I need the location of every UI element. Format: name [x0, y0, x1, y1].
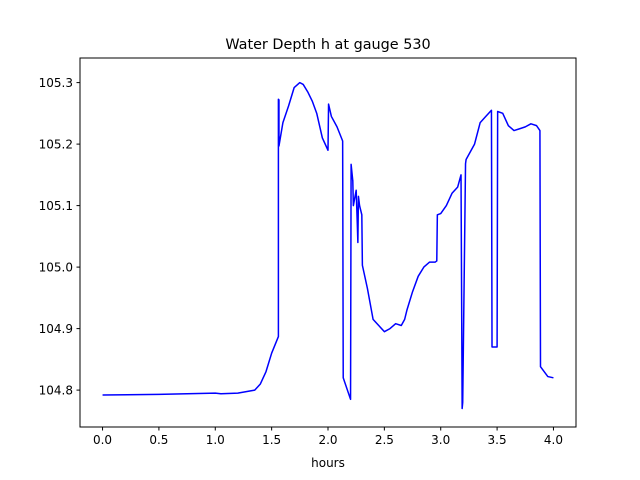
x-tick-label: 2.5: [375, 433, 394, 447]
x-axis-ticks: 0.0 0.5 1.0 1.5 2.0 2.5 3.0 3.5 4.0: [93, 427, 563, 447]
y-axis-ticks: 104.8 104.9 105.0 105.1 105.2 105.3: [39, 76, 80, 398]
axes-frame: [79, 57, 577, 428]
x-tick-label: 3.5: [488, 433, 507, 447]
y-tick-label: 105.1: [39, 199, 73, 213]
series-line: [102, 81, 554, 410]
x-tick-label: 4.0: [544, 433, 563, 447]
x-tick-label: 2.0: [318, 433, 337, 447]
x-tick-label: 3.0: [431, 433, 450, 447]
y-tick-label: 104.8: [39, 384, 73, 398]
y-tick-label: 105.2: [39, 138, 73, 152]
chart-title: Water Depth h at gauge 530: [225, 37, 430, 53]
x-axis-label: hours: [311, 456, 345, 470]
plot-area: [102, 81, 554, 410]
x-tick-label: 0.5: [149, 433, 168, 447]
y-tick-label: 104.9: [39, 322, 73, 336]
x-tick-label: 1.5: [262, 433, 281, 447]
y-tick-label: 105.0: [39, 261, 73, 275]
y-tick-label: 105.3: [39, 76, 73, 90]
x-tick-label: 0.0: [93, 433, 112, 447]
x-tick-label: 1.0: [206, 433, 225, 447]
